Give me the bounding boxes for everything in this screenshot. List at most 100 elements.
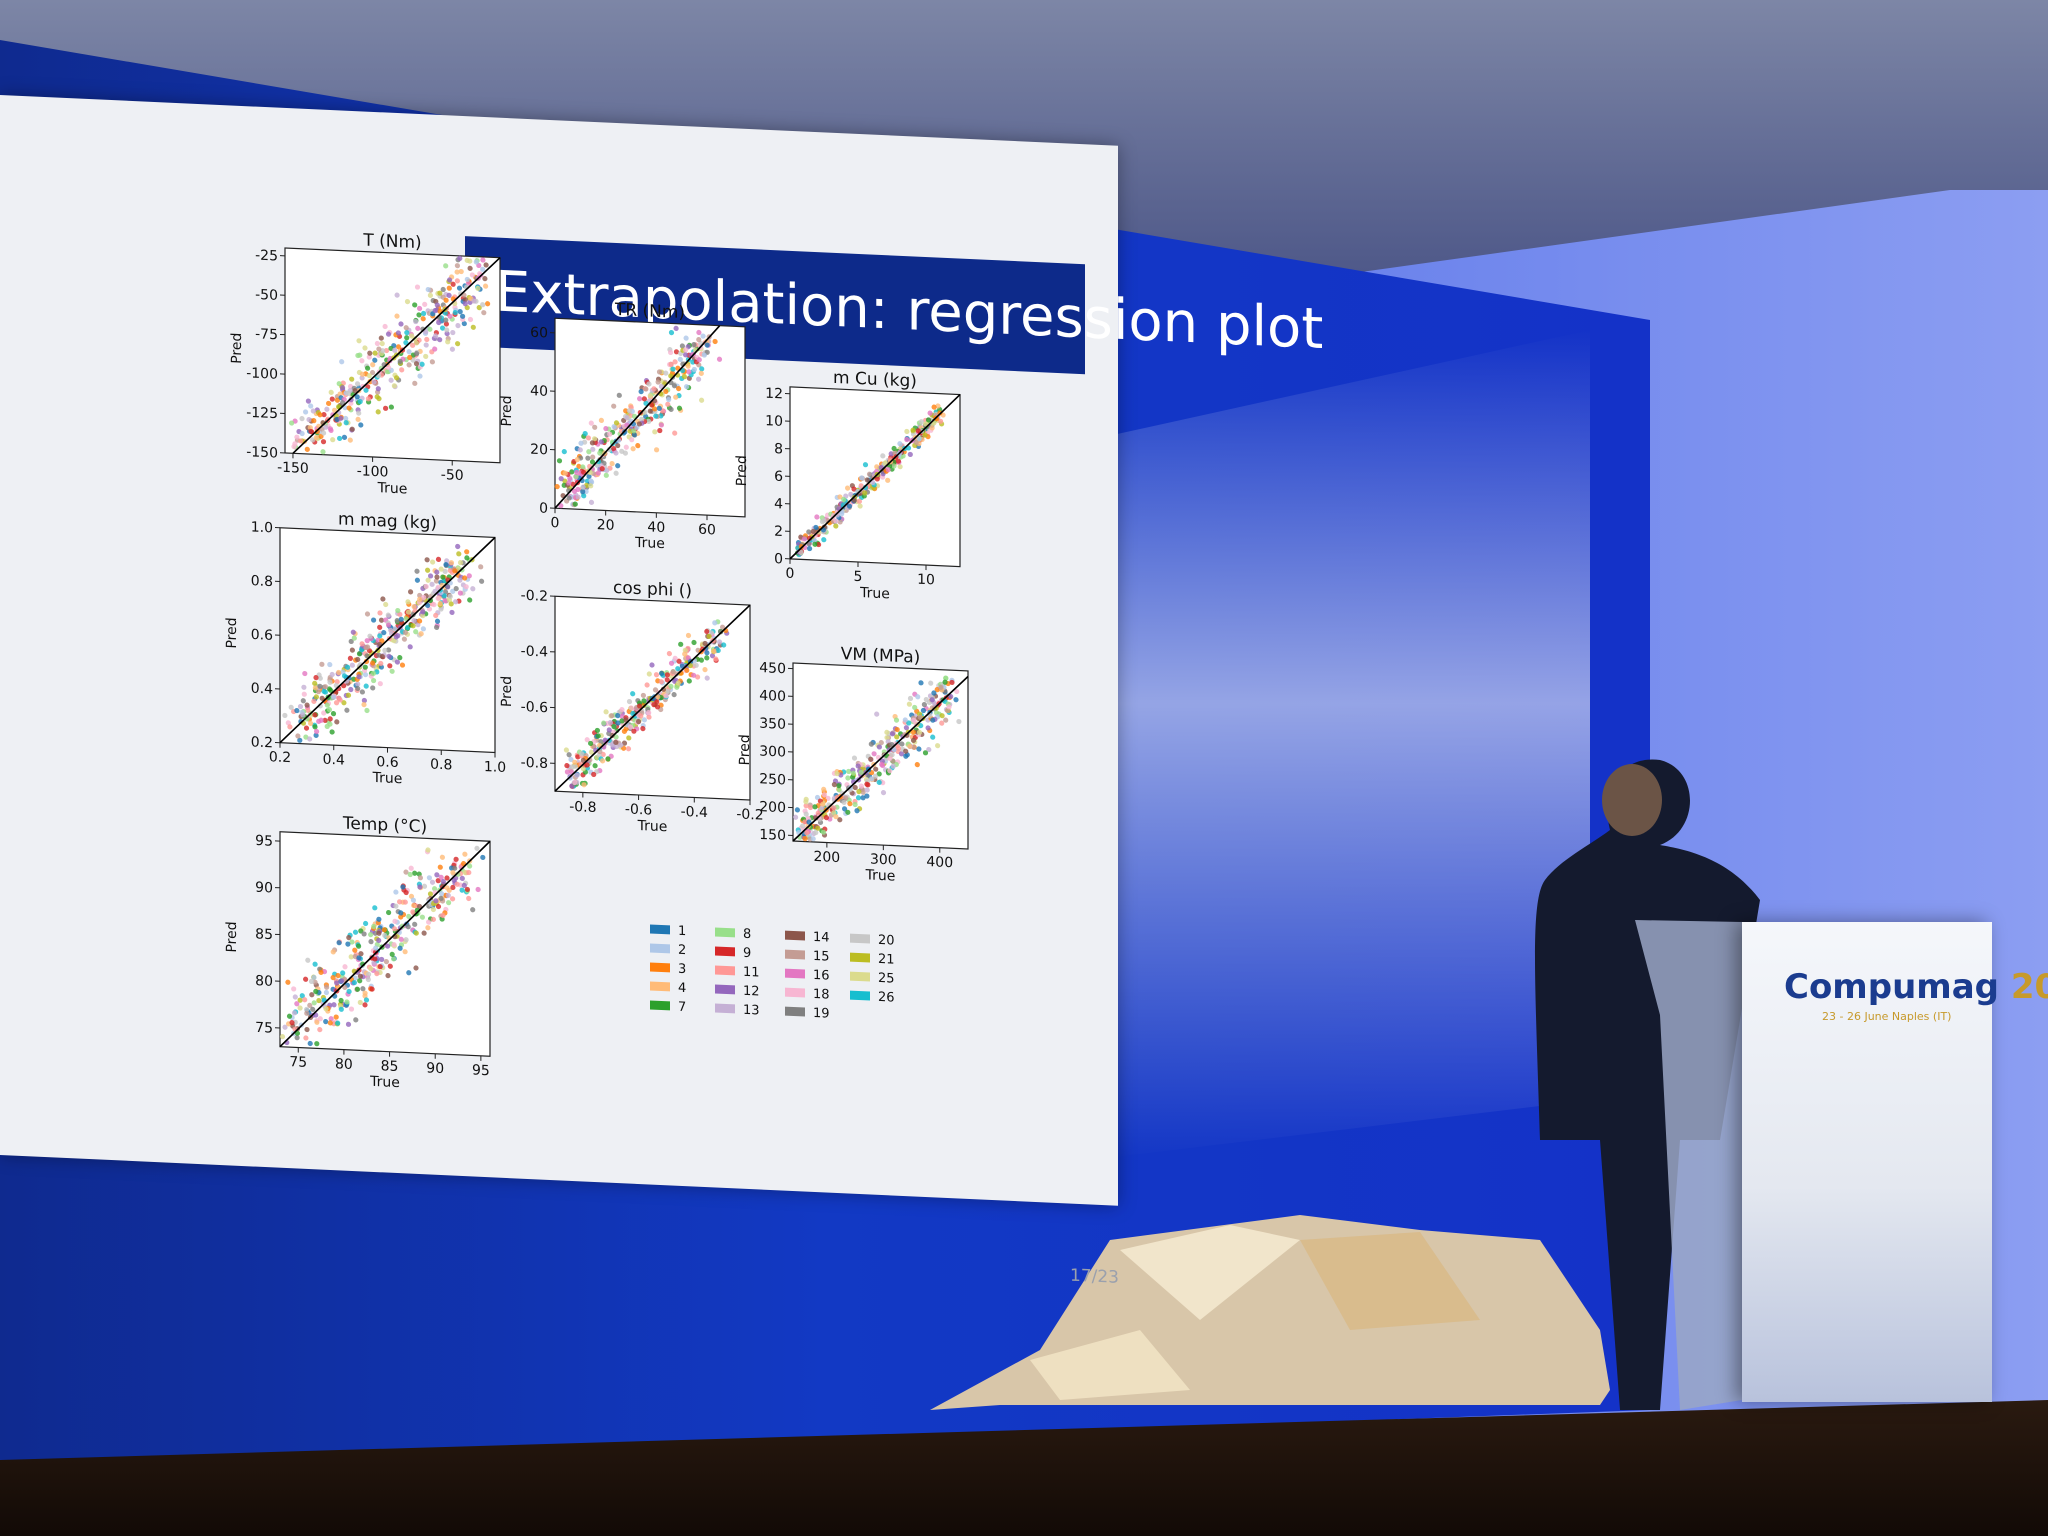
data-point [335,972,341,979]
legend-swatch [785,930,805,941]
data-point [339,359,345,365]
data-point [368,966,374,972]
data-point [702,667,708,673]
y-tick-label: -125 [246,405,278,422]
data-point [581,493,587,499]
x-tick-label: 90 [426,1060,444,1077]
y-tick-label: -0.6 [521,699,548,716]
data-point [410,342,416,348]
data-point [377,633,383,639]
data-point [443,317,449,323]
data-point [428,573,434,579]
x-tick-label: 0.2 [269,749,291,766]
data-point [316,997,322,1004]
data-point [574,469,580,476]
data-point [904,436,910,443]
data-point [914,762,920,768]
data-point [427,326,433,332]
data-point [464,549,470,555]
data-point [635,443,641,449]
data-point [647,408,653,414]
data-point [299,430,305,437]
scatter-svg: T (Nm) -150 -100 -50 -150 -125 -100 -75 -50 -25 Tr… [229,230,501,497]
data-point [927,410,933,416]
data-point [475,886,481,893]
data-point [307,1002,313,1008]
data-point [597,450,603,456]
data-point [574,772,580,778]
data-point [588,483,594,489]
data-point [304,702,310,708]
data-point [423,353,429,360]
data-point [414,351,420,357]
data-point [943,717,949,723]
data-point [425,577,431,583]
data-point [668,406,674,412]
data-point [379,956,385,963]
data-point [357,973,363,979]
data-point [466,573,472,579]
data-point [362,1002,368,1008]
data-point [802,836,808,842]
data-point [668,329,675,336]
data-point [388,627,394,633]
data-point [434,872,440,878]
data-point [885,477,891,483]
data-point [711,648,717,654]
data-point [413,965,419,971]
data-point [672,655,678,661]
data-point [816,541,822,548]
y-tick-label: 300 [759,743,786,760]
data-point [576,463,582,469]
data-point [630,691,636,697]
identity-line [279,840,491,1048]
data-point [318,969,324,975]
data-point [308,720,314,727]
y-tick-label: 2 [774,524,783,540]
data-point [464,305,470,311]
data-point [580,484,586,490]
data-point [586,449,592,455]
data-point [625,746,632,752]
data-point [447,277,453,283]
data-point [904,428,910,435]
scatter-panel: cos phi () -0.8 -0.6 -0.4 -0.2 -0.8 -0.6 -0.4 -0… [495,563,770,854]
data-point [388,404,394,410]
data-point [417,884,423,890]
data-point [566,752,572,758]
data-point [370,370,376,376]
data-point [341,683,347,689]
data-point [384,369,390,375]
scatter-svg: Temp (°C) 75 80 85 90 95 75 80 85 90 95 True Pred [224,814,491,1091]
data-point [598,439,605,445]
data-point [672,359,678,365]
data-point [395,607,401,614]
data-point [664,672,670,678]
data-point [704,650,710,656]
data-point [677,356,683,362]
data-point [637,703,643,709]
data-point [942,679,948,685]
data-point [319,661,325,667]
data-point [437,290,443,296]
data-point [450,588,456,594]
legend-label: 12 [743,984,760,1000]
data-point [713,656,719,662]
data-point [304,446,310,452]
data-point [300,698,306,704]
data-point [349,647,355,653]
data-point [446,900,452,906]
data-point [317,683,323,689]
data-point [897,441,903,447]
data-point [448,560,455,566]
data-point [346,935,352,941]
data-point [307,1040,313,1047]
data-point [377,964,383,970]
data-point [457,560,464,566]
data-point [385,973,391,979]
data-point [916,746,922,752]
data-point [392,626,398,632]
data-point [359,689,365,695]
data-point [427,597,433,603]
data-point [678,641,684,647]
